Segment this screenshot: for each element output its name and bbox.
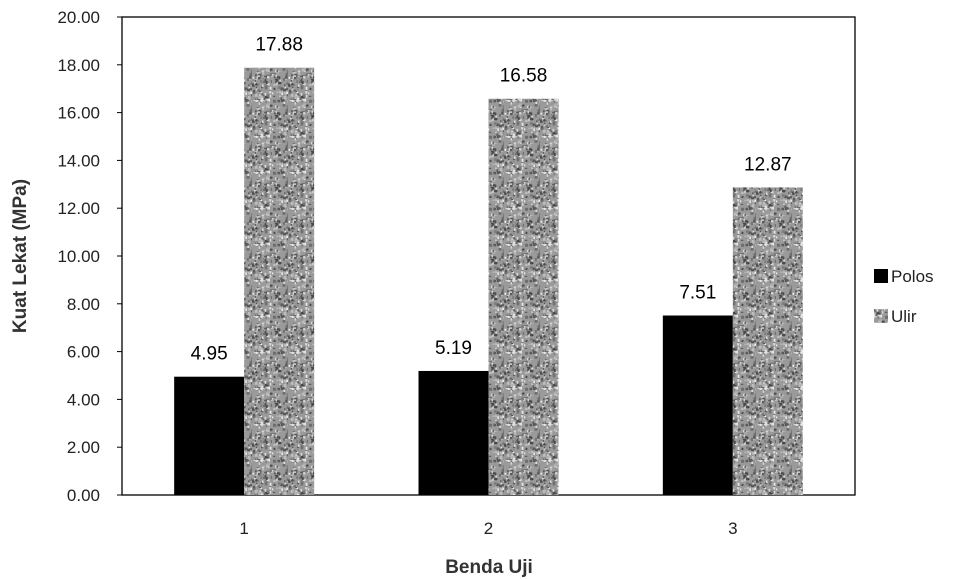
data-label: 16.58	[500, 66, 548, 87]
data-label: 17.88	[255, 35, 303, 56]
data-label: 12.87	[744, 154, 792, 175]
data-label: 4.95	[191, 344, 228, 365]
y-tick-label: 12.00	[57, 199, 100, 218]
y-tick-label: 4.00	[67, 390, 100, 409]
x-axis-title: Benda Uji	[445, 557, 533, 578]
y-tick-label: 10.00	[57, 247, 100, 266]
y-tick-label: 8.00	[67, 295, 100, 314]
y-tick-label: 14.00	[57, 151, 100, 170]
legend: Polos Ulir	[874, 267, 934, 326]
y-tick-label: 2.00	[67, 438, 100, 457]
bar-ulir-3	[732, 187, 803, 496]
y-tick-label: 0.00	[67, 486, 100, 505]
x-tick-label: 3	[728, 519, 737, 538]
bar-polos-1	[174, 376, 245, 495]
x-tick-label: 1	[239, 519, 248, 538]
y-tick-label: 20.00	[57, 8, 100, 27]
data-label: 5.19	[435, 338, 472, 359]
data-label: 7.51	[679, 283, 716, 304]
y-tick-label: 16.00	[57, 104, 100, 123]
bar-polos-2	[418, 370, 489, 495]
legend-swatch-ulir	[874, 309, 888, 323]
bar-polos-3	[662, 315, 733, 495]
y-axis-title: Kuat Lekat (MPa)	[10, 179, 31, 333]
legend-label-polos: Polos	[891, 267, 934, 286]
x-tick-label: 2	[484, 519, 493, 538]
legend-label-ulir: Ulir	[891, 307, 917, 326]
legend-swatch-polos	[874, 269, 888, 283]
y-tick-label: 18.00	[57, 56, 100, 75]
bar-ulir-1	[244, 67, 315, 495]
y-tick-label: 6.00	[67, 343, 100, 362]
bar-ulir-2	[488, 98, 559, 495]
